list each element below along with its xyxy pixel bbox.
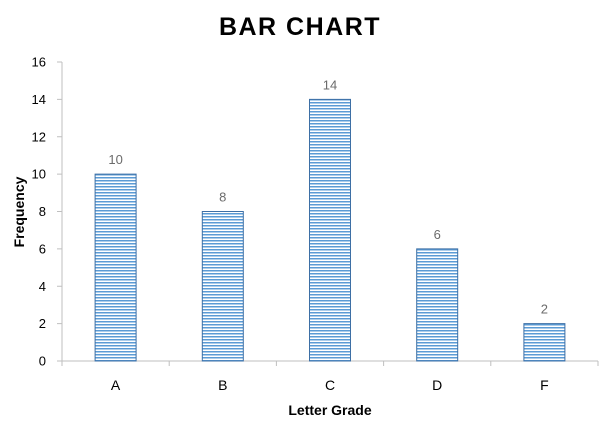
data-labels: 10 8 14 6 2 — [108, 77, 548, 316]
data-label: 2 — [541, 302, 548, 317]
bar-f — [523, 323, 566, 362]
x-category-label: C — [325, 377, 335, 393]
data-label: 10 — [108, 152, 122, 167]
y-tick-label: 8 — [39, 204, 46, 219]
y-tick-label: 4 — [39, 279, 46, 294]
bar-a — [94, 173, 137, 362]
x-axis-title: Letter Grade — [288, 402, 371, 418]
x-category-label: B — [218, 377, 227, 393]
y-axis-ticks: 0 2 4 6 8 10 12 14 16 — [32, 55, 599, 369]
y-tick-label: 6 — [39, 241, 46, 256]
y-tick-label: 2 — [39, 316, 46, 331]
data-label: 8 — [219, 190, 226, 205]
y-tick-label: 16 — [32, 55, 46, 70]
y-tick-label: 14 — [32, 92, 46, 107]
y-tick-label: 0 — [39, 354, 46, 369]
bars — [94, 98, 566, 362]
y-tick-label: 10 — [32, 167, 46, 182]
x-category-label: D — [432, 377, 442, 393]
chart-title: BAR CHART — [219, 13, 381, 41]
y-axis-title: Frequency — [11, 176, 27, 247]
bar-d — [416, 248, 459, 362]
y-tick-label: 12 — [32, 129, 46, 144]
data-label: 14 — [323, 77, 337, 92]
bar-c — [309, 98, 351, 362]
data-label: 6 — [434, 227, 441, 242]
x-category-label: F — [540, 377, 549, 393]
bar-b — [201, 211, 244, 362]
x-category-label: A — [111, 377, 121, 393]
